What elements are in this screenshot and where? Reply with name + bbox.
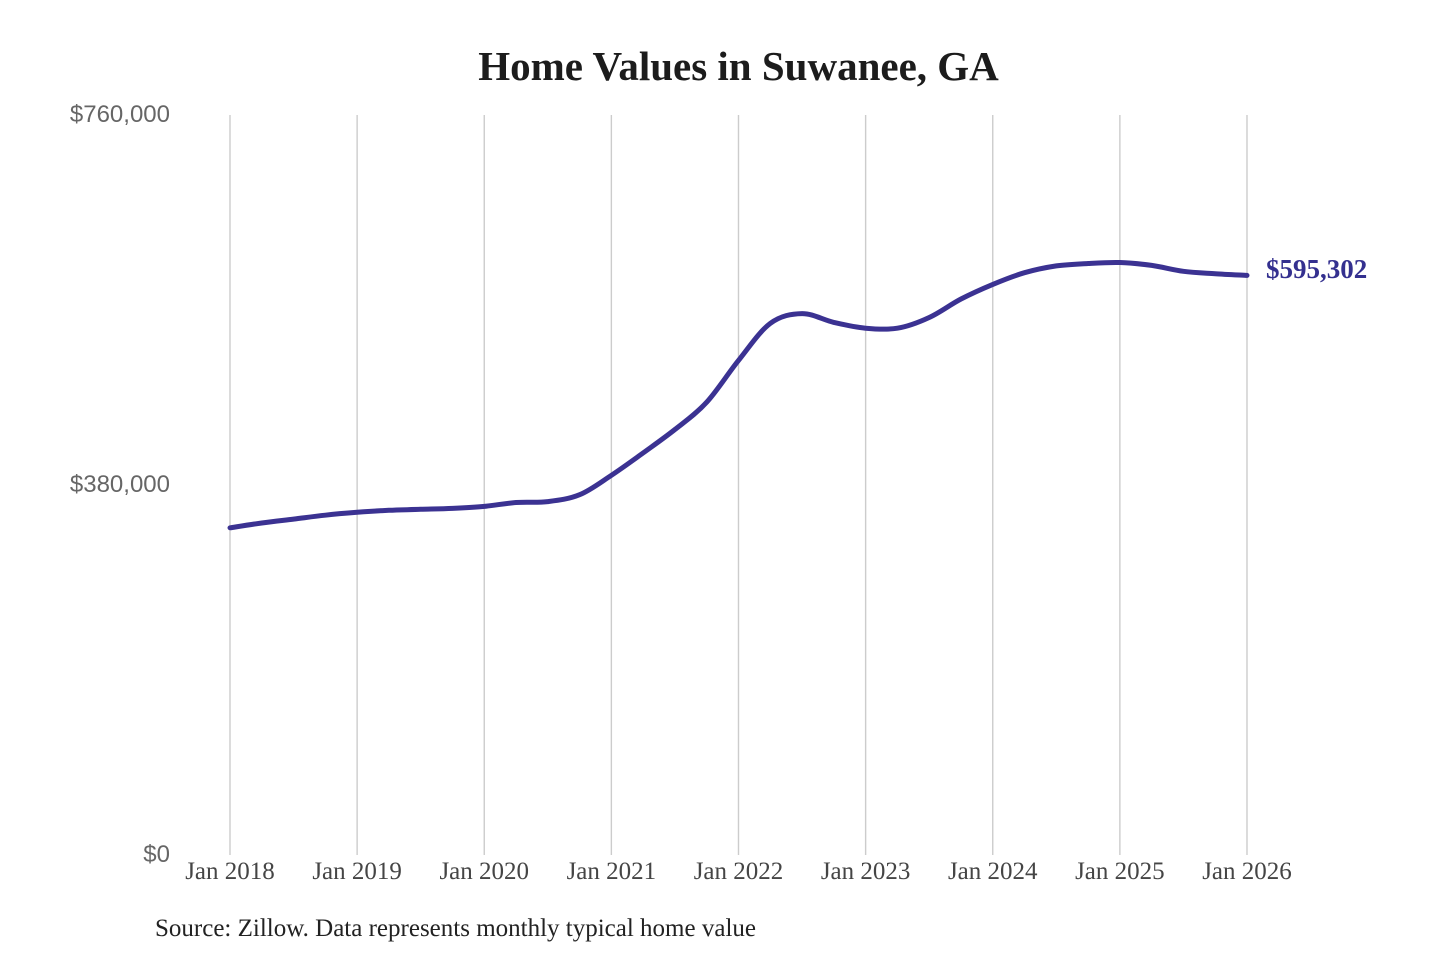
gridlines xyxy=(229,115,1248,855)
y-tick-label: $0 xyxy=(143,841,170,868)
home-value-line xyxy=(227,259,1250,531)
x-tick-label: Jan 2024 xyxy=(947,858,1038,885)
x-tick-label: Jan 2023 xyxy=(820,858,911,885)
x-tick-label: Jan 2022 xyxy=(693,858,784,885)
latest-value-label: $595,302 xyxy=(1266,254,1368,285)
y-tick-label: $760,000 xyxy=(69,101,170,128)
x-tick-label: Jan 2021 xyxy=(566,858,657,885)
x-tick-label: Jan 2020 xyxy=(439,858,530,885)
source-note: Source: Zillow. Data represents monthly … xyxy=(155,915,756,942)
x-tick-label: Jan 2026 xyxy=(1202,858,1292,885)
x-tick-label: Jan 2025 xyxy=(1075,858,1165,885)
chart-title: Home Values in Suwanee, GA xyxy=(478,43,999,89)
y-tick-label: $380,000 xyxy=(69,471,170,498)
x-tick-label: Jan 2019 xyxy=(312,858,402,885)
x-tick-label: Jan 2018 xyxy=(185,858,275,885)
